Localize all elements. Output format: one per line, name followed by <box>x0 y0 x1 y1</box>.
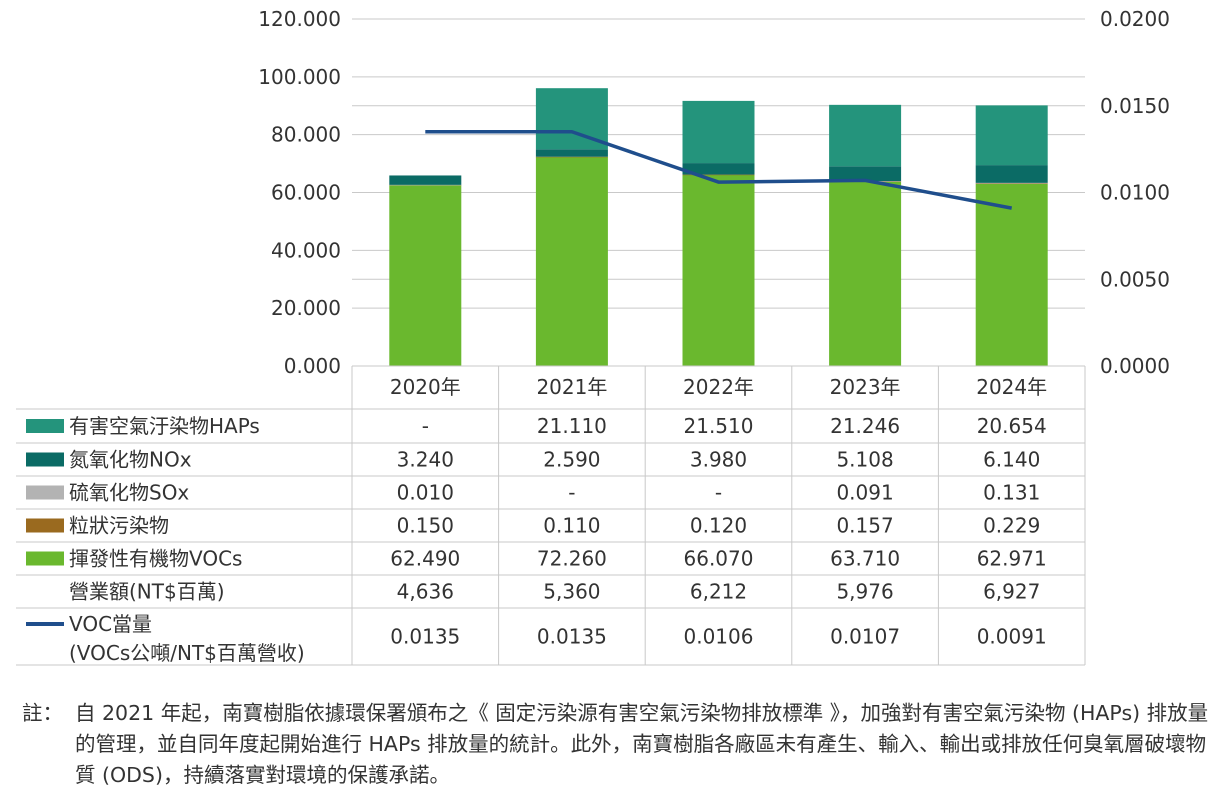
revenue-value: 6,212 <box>690 580 747 604</box>
data-label: 0.091 <box>836 481 893 505</box>
x-tick-label: 2024年 <box>976 375 1047 399</box>
y-tick-left: 100.000 <box>258 65 341 89</box>
data-label: 0.229 <box>983 514 1040 538</box>
bar-segment-4-2023年 <box>829 166 902 182</box>
y-tick-left: 0.000 <box>284 354 341 378</box>
line-value: 0.0135 <box>390 625 460 649</box>
data-label: 0.110 <box>543 514 600 538</box>
bar-segment-5-2023年 <box>829 104 902 167</box>
data-label: 21.510 <box>684 414 754 438</box>
x-tick-label: 2023年 <box>830 375 901 399</box>
legend-swatch <box>26 485 64 500</box>
data-label: 62.971 <box>977 547 1047 571</box>
data-label: 0.150 <box>397 514 454 538</box>
data-label: 0.010 <box>397 481 454 505</box>
legend-swatch <box>26 452 64 467</box>
voc-line <box>425 130 1013 210</box>
legend-label: 揮發性有機物VOCs <box>69 547 242 571</box>
revenue-value: 5,976 <box>836 580 893 604</box>
y-tick-right: 0.0200 <box>1100 7 1170 31</box>
legend-label: 氮氧化物NOx <box>69 448 192 472</box>
data-label: 20.654 <box>977 414 1047 438</box>
line-value: 0.0107 <box>830 625 900 649</box>
data-label: 66.070 <box>684 547 754 571</box>
data-label: 2.590 <box>543 448 600 472</box>
y-tick-left: 80.000 <box>271 123 341 147</box>
data-label: 72.260 <box>537 547 607 571</box>
bar-segment-1-2020年 <box>389 185 462 366</box>
y-tick-right: 0.0000 <box>1100 354 1170 378</box>
revenue-value: 5,360 <box>543 580 600 604</box>
footnote-label: 註： <box>22 701 63 725</box>
y-tick-left: 120.000 <box>258 7 341 31</box>
data-label: 3.980 <box>690 448 747 472</box>
y-tick-left: 20.000 <box>271 296 341 320</box>
bar-segment-3-2020年 <box>389 184 462 186</box>
line-value: 0.0106 <box>684 625 754 649</box>
bar-segment-5-2024年 <box>975 105 1048 166</box>
legend-label: 硫氧化物SOx <box>69 481 189 505</box>
bar-segment-2-2021年 <box>535 156 608 158</box>
data-label: 21.246 <box>830 414 900 438</box>
x-tick-label: 2020年 <box>390 375 461 399</box>
data-label: - <box>422 414 429 438</box>
line-legend-label: VOC當量 <box>69 612 152 636</box>
y-tick-right: 0.0050 <box>1100 267 1170 291</box>
footnote: 註： 自 2021 年起，南寶樹脂依據環保署頒布之《 固定污染源有害空氣污染物排… <box>22 698 1212 791</box>
data-label: 5.108 <box>836 448 893 472</box>
bar-segment-1-2021年 <box>535 157 608 366</box>
legend-label: 粒狀污染物 <box>69 514 169 538</box>
legend-label: 有害空氣汙染物HAPs <box>69 414 260 438</box>
y-axis-right: 0.0000 0.0050 0.0100 0.0150 0.0200 <box>1100 7 1170 378</box>
legend-swatch <box>26 551 64 566</box>
bar-segment-2-2022年 <box>682 174 755 176</box>
bar-segment-1-2024年 <box>975 183 1048 366</box>
data-label: 0.131 <box>983 481 1040 505</box>
bar-segment-5-2022年 <box>682 100 755 164</box>
stacked-bars <box>389 88 1048 366</box>
data-label: 0.157 <box>836 514 893 538</box>
x-tick-label: 2021年 <box>536 375 607 399</box>
y-tick-right: 0.0100 <box>1100 181 1170 205</box>
footnote-text: 自 2021 年起，南寶樹脂依據環保署頒布之《 固定污染源有害空氣污染物排放標準… <box>75 701 1209 787</box>
bar-segment-4-2020年 <box>389 175 462 185</box>
data-label: - <box>715 481 722 505</box>
y-axis-left: 0.000 20.000 40.000 60.000 80.000 100.000 120.… <box>258 7 341 378</box>
x-tick-label: 2022年 <box>683 375 754 399</box>
data-label: 6.140 <box>983 448 1040 472</box>
line-value: 0.0091 <box>977 625 1047 649</box>
bar-segment-4-2024年 <box>975 165 1048 183</box>
legend-swatch <box>26 419 64 433</box>
legend-swatch <box>26 518 64 533</box>
bar-segment-3-2024年 <box>975 182 1048 184</box>
revenue-value: 6,927 <box>983 580 1040 604</box>
y-tick-left: 60.000 <box>271 181 341 205</box>
line-value: 0.0135 <box>537 625 607 649</box>
data-label: - <box>568 481 575 505</box>
revenue-value: 4,636 <box>397 580 454 604</box>
y-tick-right: 0.0150 <box>1100 94 1170 118</box>
data-label: 63.710 <box>830 547 900 571</box>
y-tick-left: 40.000 <box>271 238 341 262</box>
voc-intensity-line <box>425 130 1013 210</box>
revenue-label: 營業額(NT$百萬) <box>69 580 225 604</box>
line-legend-unit: (VOCs公噸/NT$百萬營收) <box>69 641 305 665</box>
data-label: 62.490 <box>390 547 460 571</box>
bar-segment-4-2022年 <box>682 163 755 175</box>
bar-segment-1-2022年 <box>682 174 755 366</box>
data-label: 21.110 <box>537 414 607 438</box>
bar-segment-4-2021年 <box>535 149 608 157</box>
data-label: 0.120 <box>690 514 747 538</box>
data-label: 3.240 <box>397 448 454 472</box>
bar-segment-2-2024年 <box>975 183 1048 184</box>
bar-segment-1-2023年 <box>829 181 902 366</box>
